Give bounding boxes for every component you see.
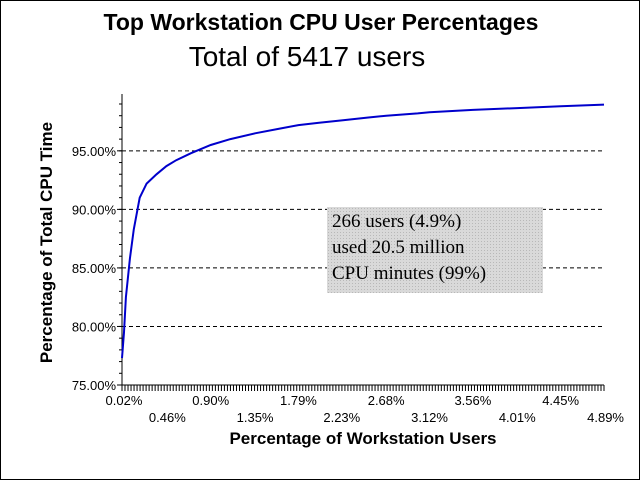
x-tick-label: 4.45% — [542, 393, 579, 408]
x-tick-label: 3.56% — [454, 393, 491, 408]
y-tick-label: 80.00% — [72, 319, 117, 334]
y-axis-ticks — [117, 103, 122, 386]
x-tick-label: 1.35% — [237, 410, 274, 425]
x-tick-label: 2.68% — [368, 393, 405, 408]
annotation-box: 266 users (4.9%) used 20.5 million CPU m… — [327, 207, 543, 293]
x-tick-label: 0.90% — [192, 393, 229, 408]
y-tick-labels: 75.00% 80.00% 85.00% 90.00% 95.00% — [72, 144, 117, 393]
x-tick-label: 0.46% — [149, 410, 186, 425]
annotation-line-2: used 20.5 million — [332, 237, 465, 258]
x-tick-label: 4.89% — [587, 410, 624, 425]
chart-title: Top Workstation CPU User Percentages — [103, 9, 539, 35]
y-axis-title: Percentage of Total CPU Time — [37, 122, 56, 363]
x-axis-ticks — [121, 385, 605, 391]
chart-subtitle: Total of 5417 users — [188, 41, 426, 72]
x-tick-label: 4.01% — [499, 410, 536, 425]
x-tick-label: 0.02% — [106, 393, 143, 408]
y-tick-label: 85.00% — [72, 261, 117, 276]
x-tick-label: 3.12% — [411, 410, 448, 425]
series-line — [121, 103, 605, 359]
annotation-line-1: 266 users (4.9%) — [332, 211, 462, 232]
x-tick-label: 2.23% — [323, 410, 360, 425]
y-tick-label: 95.00% — [72, 144, 117, 159]
x-tick-label: 1.79% — [280, 393, 317, 408]
annotation-line-3: CPU minutes (99%) — [332, 263, 487, 284]
x-tick-labels: 0.02% 0.90% 1.79% 2.68% 3.56% 4.45% 0.46% 1.35%… — [106, 393, 625, 425]
y-tick-label: 90.00% — [72, 202, 117, 217]
x-axis-title: Percentage of Workstation Users — [229, 429, 496, 448]
y-tick-label: 75.00% — [72, 378, 117, 393]
